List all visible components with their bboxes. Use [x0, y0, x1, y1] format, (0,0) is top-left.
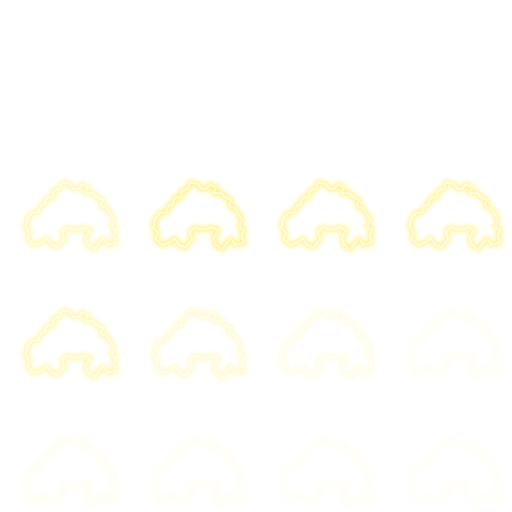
sprite-frame: [0, 384, 128, 512]
sprite-frame: [128, 128, 256, 256]
splat-core: [152, 181, 245, 251]
splat-core: [408, 437, 501, 507]
sprite-frame: [0, 256, 128, 384]
splat-core: [280, 309, 373, 379]
splat-core: [280, 181, 373, 251]
splat-sprite: [406, 435, 503, 508]
splat-glow: [278, 435, 375, 508]
splat-glow: [278, 307, 375, 380]
splat-core: [24, 181, 117, 251]
splat-core: [152, 437, 245, 507]
sprite-frame: [256, 256, 384, 384]
sprite-frame: [256, 0, 384, 128]
splat-sprite: [278, 179, 375, 252]
sprite-frame: [384, 128, 512, 256]
splat-core: [408, 309, 501, 379]
splat-sprite: [406, 179, 503, 252]
splat-sprite: [406, 307, 503, 380]
sprite-frame: [128, 384, 256, 512]
splat-core: [152, 309, 245, 379]
sprite-frame: [0, 128, 128, 256]
splat-core: [280, 437, 373, 507]
splat-glow: [406, 435, 503, 508]
splat-sprite: [22, 435, 119, 508]
splat-sprite: [22, 307, 119, 380]
sprite-frame: [384, 384, 512, 512]
splat-glow: [150, 307, 247, 380]
splat-glow: [406, 307, 503, 380]
splat-sprite: [150, 307, 247, 380]
sprite-frame: [256, 128, 384, 256]
sprite-frame: [384, 0, 512, 128]
splat-sprite: [150, 435, 247, 508]
splat-core: [24, 437, 117, 507]
splat-sprite: [278, 435, 375, 508]
splat-sprite: [278, 307, 375, 380]
splat-glow: [22, 435, 119, 508]
sprite-frame: [384, 256, 512, 384]
splat-core: [24, 309, 117, 379]
sprite-frame: [128, 0, 256, 128]
splat-sprite: [150, 179, 247, 252]
sprite-frame: [256, 384, 384, 512]
splat-core: [408, 181, 501, 251]
splat-glow: [150, 435, 247, 508]
sprite-frame: [128, 256, 256, 384]
sprite-frame: [0, 0, 128, 128]
splat-sprite: [22, 179, 119, 252]
